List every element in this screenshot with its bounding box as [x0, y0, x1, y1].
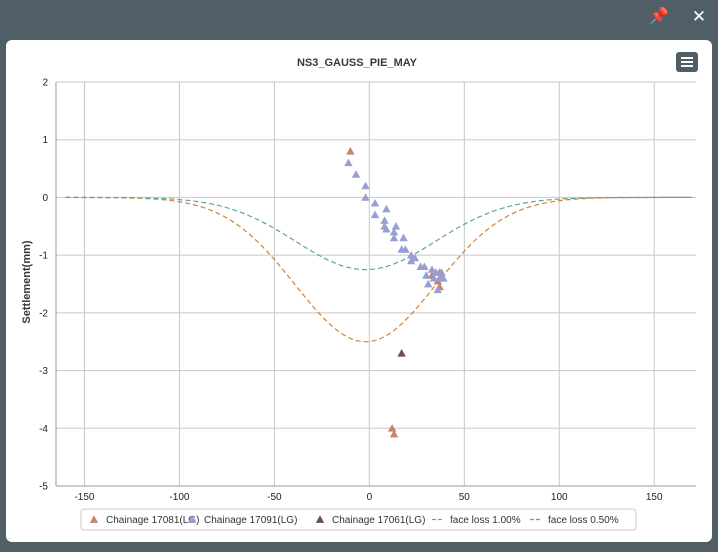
y-tick-label: -1: [39, 251, 48, 262]
data-point-series-2[interactable]: [420, 262, 429, 271]
chart-grid: [56, 81, 696, 487]
x-tick-label: -50: [267, 492, 282, 503]
data-point-series-2[interactable]: [389, 233, 399, 242]
data-point-series-2[interactable]: [344, 158, 353, 167]
data-point-series-2[interactable]: [433, 285, 442, 294]
series-line-face-loss-05[interactable]: [65, 196, 693, 271]
chart-legend: Chainage 17081(LG) Chainage 17091(LG) Chai…: [80, 508, 637, 531]
data-point-series-2[interactable]: [401, 245, 410, 253]
data-point-series-1[interactable]: [389, 429, 399, 438]
x-tick-label: -150: [74, 492, 94, 503]
data-point-series-1[interactable]: [346, 147, 355, 155]
pin-icon[interactable]: 📌: [649, 8, 669, 25]
settlement-chart: 2 1 0 -1 -2 -3 -4 -5 -150 -100 -50 0 50 100 150 NS3_GA…: [21, 57, 696, 531]
data-point-series-2[interactable]: [437, 268, 446, 276]
x-tick-label: 150: [646, 492, 663, 503]
data-point-series-2[interactable]: [422, 271, 431, 279]
y-tick-label: -2: [39, 308, 48, 319]
series-line-face-loss-1[interactable]: [65, 196, 693, 343]
data-point-series-2[interactable]: [410, 253, 420, 262]
x-tick-label: -100: [169, 492, 189, 503]
data-point-series-2[interactable]: [406, 250, 416, 259]
x-tick-label: 0: [367, 492, 373, 503]
y-tick-label: 1: [42, 135, 48, 146]
chart-title: NS3_GAUSS_PIE_MAY: [297, 57, 418, 69]
data-point-series-2[interactable]: [391, 222, 401, 230]
chart-curves: [65, 196, 693, 343]
legend-item-label[interactable]: face loss 1.00%: [450, 515, 521, 526]
legend-swatch-3: [315, 515, 325, 523]
data-point-series-2[interactable]: [370, 210, 380, 219]
data-point-series-2[interactable]: [361, 181, 370, 190]
legend-box: [80, 508, 637, 531]
data-point-series-2[interactable]: [439, 274, 448, 282]
data-point-series-2[interactable]: [382, 224, 391, 233]
y-tick-label: 0: [42, 193, 48, 204]
y-axis-label: Settlement(mm): [21, 240, 33, 323]
chart-menu-button[interactable]: [676, 52, 698, 72]
data-point-series-2[interactable]: [429, 274, 439, 282]
data-point-series-2[interactable]: [424, 279, 433, 288]
x-tick-label: 100: [551, 492, 568, 503]
data-point-series-1[interactable]: [387, 424, 397, 432]
data-point-series-2[interactable]: [399, 233, 408, 242]
chart-panel: 2 1 0 -1 -2 -3 -4 -5 -150 -100 -50 0 50 100 150 NS3_GA…: [6, 40, 712, 542]
window-titlebar: 📌 ✕: [0, 0, 718, 34]
data-point-series-2[interactable]: [389, 227, 399, 236]
legend-item-label[interactable]: Chainage 17061(LG): [332, 515, 425, 526]
y-tick-label: -5: [39, 482, 48, 493]
data-point-series-2[interactable]: [380, 216, 389, 224]
data-point-series-2[interactable]: [406, 256, 416, 265]
chart-points: [344, 147, 448, 438]
legend-item-label[interactable]: Chainage 17081(LG): [106, 515, 199, 526]
data-point-series-2[interactable]: [427, 265, 437, 273]
y-tick-label: -4: [39, 424, 48, 435]
legend-swatch-2: [187, 515, 197, 523]
data-point-series-2[interactable]: [370, 199, 380, 207]
chart-axes: 2 1 0 -1 -2 -3 -4 -5 -150 -100 -50 0 50 100 150: [39, 78, 696, 503]
data-point-series-3[interactable]: [397, 349, 406, 357]
legend-item-label[interactable]: face loss 0.50%: [548, 515, 619, 526]
data-point-series-2[interactable]: [351, 170, 361, 178]
legend-swatch-1: [89, 515, 99, 523]
y-tick-label: 2: [42, 78, 48, 89]
legend-item-label[interactable]: Chainage 17091(LG): [204, 515, 297, 526]
data-point-series-2[interactable]: [431, 268, 441, 276]
data-point-series-2[interactable]: [361, 193, 370, 201]
data-point-series-2[interactable]: [382, 204, 391, 213]
x-tick-label: 50: [459, 492, 471, 503]
y-tick-label: -3: [39, 366, 48, 377]
close-icon[interactable]: ✕: [691, 7, 707, 26]
